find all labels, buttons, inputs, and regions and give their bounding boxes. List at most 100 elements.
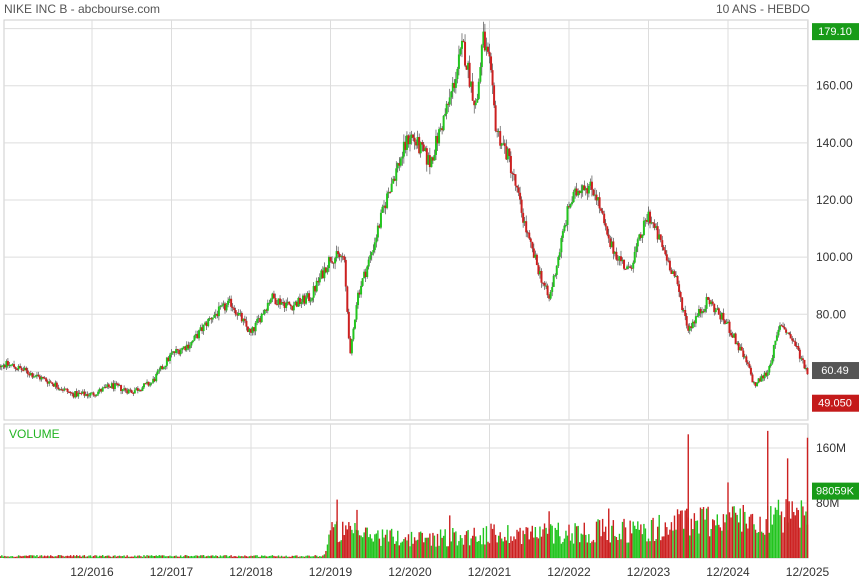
candle-body	[719, 314, 722, 320]
volume-bar	[519, 527, 521, 558]
candle-body	[782, 325, 785, 327]
volume-bar	[230, 555, 232, 558]
candle-body	[465, 65, 468, 70]
volume-bar	[36, 555, 38, 558]
candle-body	[772, 345, 775, 359]
volume-bar	[261, 555, 263, 558]
candle-body	[26, 370, 29, 374]
volume-bar	[757, 532, 760, 558]
volume-bar	[210, 555, 212, 558]
volume-bar	[25, 555, 27, 558]
volume-bar	[424, 537, 426, 558]
candle-body	[546, 285, 549, 296]
price-tick-label: 120.00	[816, 193, 853, 207]
candle-body	[393, 178, 396, 181]
volume-bar	[675, 529, 677, 558]
volume-bar	[803, 515, 806, 558]
candle-body	[248, 329, 251, 332]
volume-bar	[336, 499, 338, 558]
volume-bar	[696, 520, 699, 558]
volume-bar	[59, 555, 61, 558]
volume-bar	[76, 555, 78, 558]
volume-bar	[62, 555, 64, 558]
volume-bar	[323, 554, 326, 558]
volume-bar	[286, 556, 289, 558]
volume-bar	[53, 556, 55, 558]
volume-bar	[363, 532, 365, 558]
volume-bar	[303, 556, 306, 558]
candle-body	[259, 318, 262, 323]
volume-bar	[86, 556, 89, 558]
volume-bar	[236, 556, 238, 558]
candle-body	[644, 220, 647, 222]
volume-bar	[163, 555, 165, 558]
volume-bar	[386, 529, 388, 558]
candle-body	[260, 313, 263, 323]
candle-body	[473, 100, 476, 106]
volume-bar	[343, 535, 345, 558]
candle-body	[63, 388, 66, 391]
candle-body	[623, 259, 626, 269]
volume-bar	[146, 555, 148, 558]
volume-bar	[190, 555, 193, 558]
volume-bar	[147, 555, 150, 558]
candle-body	[54, 382, 57, 387]
candle-body	[584, 188, 587, 191]
candle-body	[542, 282, 545, 284]
candle-body	[106, 384, 109, 388]
volume-bar	[508, 543, 511, 558]
volume-bar	[409, 546, 411, 558]
volume-bar	[193, 555, 196, 558]
volume-bar	[219, 555, 222, 558]
volume-bar	[132, 556, 134, 558]
volume-bar	[224, 555, 226, 558]
volume-bar	[331, 522, 333, 558]
volume-bar	[763, 534, 766, 558]
volume-bar	[673, 515, 676, 558]
volume-bar	[360, 535, 362, 558]
candle-body	[367, 259, 370, 267]
candle-body	[771, 358, 774, 364]
volume-bar	[577, 525, 579, 558]
candle-body	[607, 234, 610, 239]
volume-bar	[268, 555, 271, 558]
candle-body	[300, 301, 303, 304]
candle-body	[534, 254, 537, 258]
volume-bar	[442, 535, 445, 558]
volume-bar	[207, 555, 209, 558]
volume-bar	[403, 539, 405, 558]
volume-bar	[209, 556, 211, 558]
candle-body	[353, 319, 356, 329]
volume-bar	[31, 555, 34, 558]
candle-body	[395, 168, 398, 181]
candle-body	[621, 259, 624, 262]
volume-bar	[548, 511, 550, 558]
candle-body	[202, 324, 205, 332]
candle-body	[216, 313, 219, 317]
candle-body	[798, 349, 801, 359]
volume-bar	[1, 555, 3, 558]
candle-body	[549, 291, 552, 299]
volume-bar	[585, 534, 587, 558]
volume-bar	[423, 542, 425, 558]
candle-body	[540, 270, 543, 283]
candle-body	[587, 185, 590, 194]
candle-body	[597, 197, 600, 201]
candle-body	[454, 79, 457, 88]
candle-body	[112, 383, 115, 389]
candle-body	[736, 342, 739, 345]
candle-body	[765, 372, 768, 376]
volume-bar	[297, 556, 300, 558]
candle-body	[72, 393, 75, 398]
volume-bar	[50, 555, 52, 558]
volume-bar	[309, 556, 312, 558]
candle-body	[436, 136, 439, 144]
candle-body	[415, 141, 418, 146]
volume-bar	[750, 514, 752, 558]
candle-body	[551, 286, 554, 292]
volume-bar	[395, 541, 397, 558]
volume-bar	[164, 556, 167, 558]
volume-bar	[91, 556, 93, 558]
candle-body	[433, 154, 436, 161]
candle-body	[155, 373, 158, 382]
